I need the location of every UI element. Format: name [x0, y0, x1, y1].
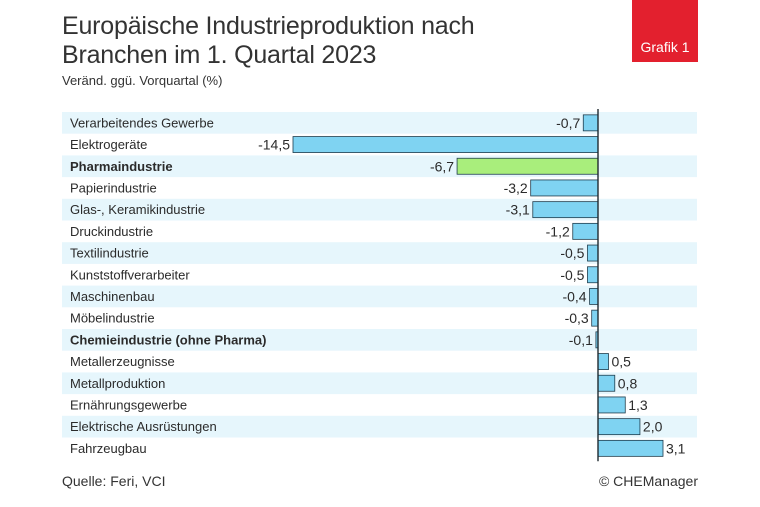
row-stripe — [62, 415, 697, 438]
bar-2 — [292, 136, 599, 153]
row-stripe — [62, 372, 697, 395]
bar-3 — [456, 157, 599, 175]
bar-8 — [587, 266, 599, 284]
bar-4 — [530, 179, 599, 197]
row-stripe — [62, 242, 697, 264]
chart-title-line-1: Europäische Industrieproduktion nach — [62, 12, 475, 40]
category-label: Kunststoffverarbeiter — [70, 267, 190, 282]
category-label: Glas-, Keramikindustrie — [70, 202, 205, 217]
row-stripe — [62, 329, 697, 351]
value-label: -0,3 — [565, 310, 589, 326]
bar-15 — [597, 418, 641, 436]
category-label: Fahrzeugbau — [70, 441, 147, 456]
category-label: Metallproduktion — [70, 376, 165, 391]
copyright-note: © CHEManager — [598, 473, 698, 489]
category-label: Papierindustrie — [70, 180, 157, 195]
value-label: -3,2 — [504, 180, 528, 196]
category-label: Maschinenbau — [70, 289, 155, 304]
category-label: Elektrogeräte — [70, 137, 147, 152]
value-label: -1,2 — [546, 223, 570, 239]
category-label: Chemieindustrie (ohne Pharma) — [70, 332, 266, 347]
value-label: -6,7 — [430, 158, 454, 174]
figure-badge: Grafik 1 — [632, 0, 698, 62]
value-label: 1,3 — [628, 397, 648, 413]
category-label: Möbelindustrie — [70, 311, 155, 326]
bar-7 — [587, 244, 599, 262]
chart-title-line-2: Branchen im 1. Quartal 2023 — [62, 41, 377, 69]
value-label: -0,5 — [560, 267, 584, 283]
category-label: Textilindustrie — [70, 246, 149, 261]
value-label: -3,1 — [506, 202, 530, 218]
chart-title: Europäische Industrieproduktion nach Bra… — [62, 12, 602, 70]
bar-16 — [597, 439, 664, 457]
value-label: 3,1 — [666, 440, 686, 456]
bar-6 — [572, 222, 599, 240]
category-label: Ernährungsgewerbe — [70, 397, 187, 412]
chart-subtitle: Veränd. ggü. Vorquartal (%) — [62, 73, 223, 88]
bar-5 — [532, 201, 599, 219]
bar-14 — [597, 396, 626, 414]
category-label: Metallerzeugnisse — [70, 354, 175, 369]
category-label: Elektrische Ausrüstungen — [70, 419, 217, 434]
bar-12 — [597, 353, 609, 370]
value-label: 0,8 — [618, 375, 638, 391]
bar-9 — [589, 288, 599, 305]
row-stripe — [62, 112, 697, 134]
bar-13 — [597, 374, 616, 392]
category-label: Verarbeitendes Gewerbe — [70, 115, 214, 130]
value-label: -0,5 — [560, 245, 584, 261]
category-label: Druckindustrie — [70, 224, 153, 239]
value-label: -0,7 — [556, 115, 580, 131]
bar-1 — [582, 114, 599, 132]
value-label: -14,5 — [258, 137, 290, 153]
bar-10 — [591, 309, 599, 327]
row-stripe — [62, 285, 697, 308]
value-label: 2,0 — [643, 419, 663, 435]
source-note: Quelle: Feri, VCI — [62, 473, 166, 489]
figure-badge-label: Grafik 1 — [640, 39, 690, 55]
value-label: -0,4 — [562, 288, 586, 304]
value-label: 0,5 — [611, 354, 631, 370]
category-label: Pharmaindustrie — [70, 159, 173, 174]
value-label: -0,1 — [569, 332, 593, 348]
